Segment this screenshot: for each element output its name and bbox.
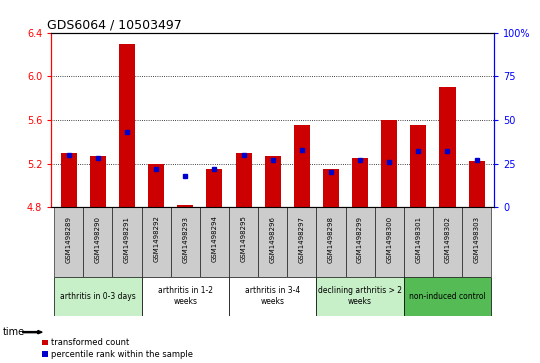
Bar xyxy=(141,277,229,316)
Bar xyxy=(119,44,135,207)
Text: GSM1498302: GSM1498302 xyxy=(444,216,450,262)
Bar xyxy=(141,207,171,277)
Bar xyxy=(462,207,491,277)
Text: GDS6064 / 10503497: GDS6064 / 10503497 xyxy=(47,19,181,32)
Bar xyxy=(375,207,404,277)
Bar xyxy=(316,277,404,316)
Bar xyxy=(469,162,484,207)
Bar xyxy=(294,125,310,207)
Bar xyxy=(235,153,252,207)
Bar xyxy=(258,207,287,277)
Bar xyxy=(440,87,456,207)
Text: GSM1498294: GSM1498294 xyxy=(212,216,218,262)
Text: GSM1498291: GSM1498291 xyxy=(124,216,130,262)
Bar xyxy=(404,207,433,277)
Bar xyxy=(287,207,316,277)
Bar xyxy=(229,207,258,277)
Bar xyxy=(404,277,491,316)
Text: GSM1498293: GSM1498293 xyxy=(183,216,188,262)
Text: arthritis in 1-2
weeks: arthritis in 1-2 weeks xyxy=(158,286,213,306)
Text: GSM1498290: GSM1498290 xyxy=(95,216,101,262)
Text: GSM1498299: GSM1498299 xyxy=(357,216,363,262)
Bar xyxy=(112,207,141,277)
Legend: transformed count, percentile rank within the sample: transformed count, percentile rank withi… xyxy=(42,338,193,359)
Text: arthritis in 3-4
weeks: arthritis in 3-4 weeks xyxy=(245,286,300,306)
Bar xyxy=(410,125,427,207)
Bar xyxy=(83,207,112,277)
Bar xyxy=(433,207,462,277)
Text: GSM1498296: GSM1498296 xyxy=(269,216,276,262)
Text: GSM1498300: GSM1498300 xyxy=(386,216,392,263)
Text: GSM1498297: GSM1498297 xyxy=(299,216,305,262)
Text: arthritis in 0-3 days: arthritis in 0-3 days xyxy=(60,292,136,301)
Bar xyxy=(177,205,193,207)
Bar xyxy=(200,207,229,277)
Text: GSM1498292: GSM1498292 xyxy=(153,216,159,262)
Bar xyxy=(148,164,164,207)
Bar xyxy=(323,169,339,207)
Text: non-induced control: non-induced control xyxy=(409,292,486,301)
Text: declining arthritis > 2
weeks: declining arthritis > 2 weeks xyxy=(318,286,402,306)
Text: GSM1498303: GSM1498303 xyxy=(474,216,480,263)
Text: GSM1498289: GSM1498289 xyxy=(66,216,72,262)
Text: GSM1498301: GSM1498301 xyxy=(415,216,421,263)
Bar xyxy=(54,207,83,277)
Bar xyxy=(61,153,77,207)
Bar xyxy=(316,207,346,277)
Text: GSM1498298: GSM1498298 xyxy=(328,216,334,262)
Bar xyxy=(346,207,375,277)
Bar xyxy=(352,158,368,207)
Bar xyxy=(265,156,281,207)
Text: GSM1498295: GSM1498295 xyxy=(240,216,247,262)
Bar xyxy=(171,207,200,277)
Bar xyxy=(206,169,222,207)
Bar xyxy=(229,277,316,316)
Bar xyxy=(54,277,141,316)
Bar xyxy=(381,120,397,207)
Text: time: time xyxy=(3,327,25,337)
Bar xyxy=(90,156,106,207)
